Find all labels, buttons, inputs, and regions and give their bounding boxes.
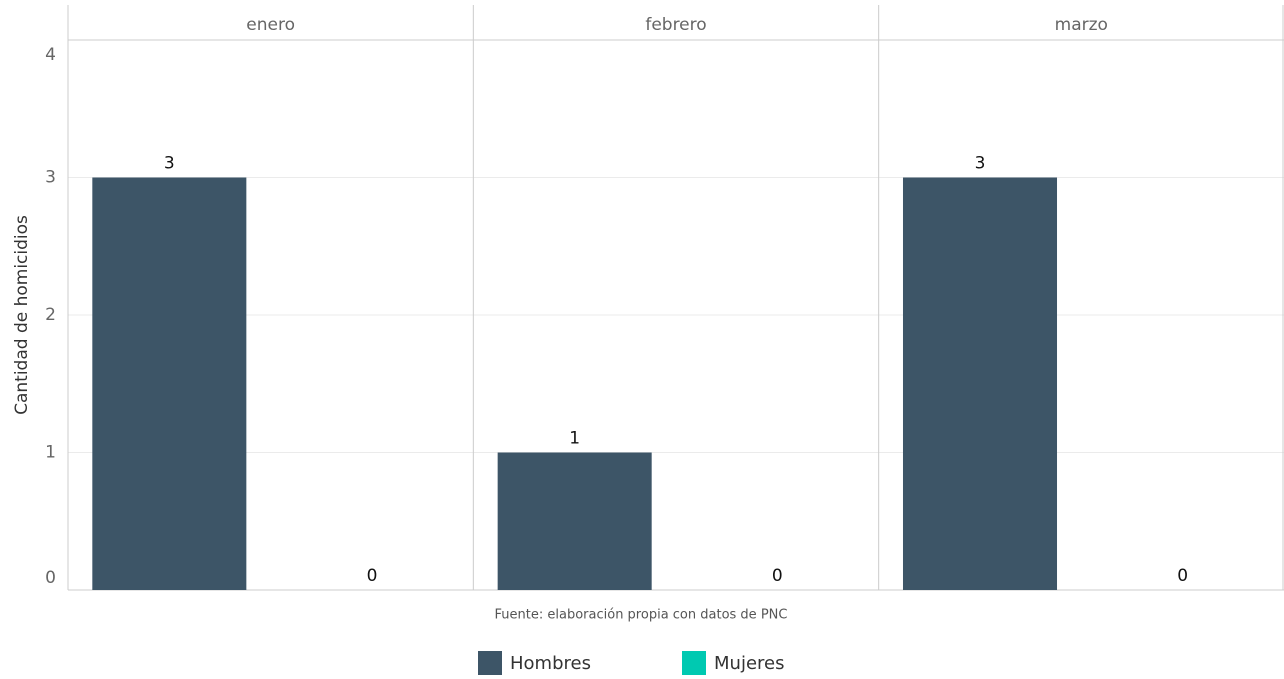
y-axis-label: Cantidad de homicidios xyxy=(12,215,32,415)
legend-label: Mujeres xyxy=(714,653,784,674)
y-tick-label: 3 xyxy=(45,168,56,188)
bar xyxy=(497,452,652,590)
y-tick-label: 0 xyxy=(45,568,56,588)
bar xyxy=(92,177,247,590)
y-tick-label: 2 xyxy=(45,305,56,325)
legend-label: Hombres xyxy=(510,653,591,674)
y-tick-label: 4 xyxy=(45,45,56,65)
data-label: 0 xyxy=(367,566,378,586)
data-label: 0 xyxy=(772,566,783,586)
data-label: 1 xyxy=(569,429,580,449)
legend-swatch xyxy=(478,651,502,675)
caption: Fuente: elaboración propia con datos de … xyxy=(495,608,788,623)
facet-label: marzo xyxy=(1055,15,1108,35)
facet-label: febrero xyxy=(645,15,706,35)
data-label: 3 xyxy=(164,154,175,174)
legend-swatch xyxy=(682,651,706,675)
facet-label: enero xyxy=(246,15,295,35)
data-label: 0 xyxy=(1177,566,1188,586)
data-label: 3 xyxy=(975,154,986,174)
bar xyxy=(902,177,1058,590)
y-tick-label: 1 xyxy=(45,443,56,463)
